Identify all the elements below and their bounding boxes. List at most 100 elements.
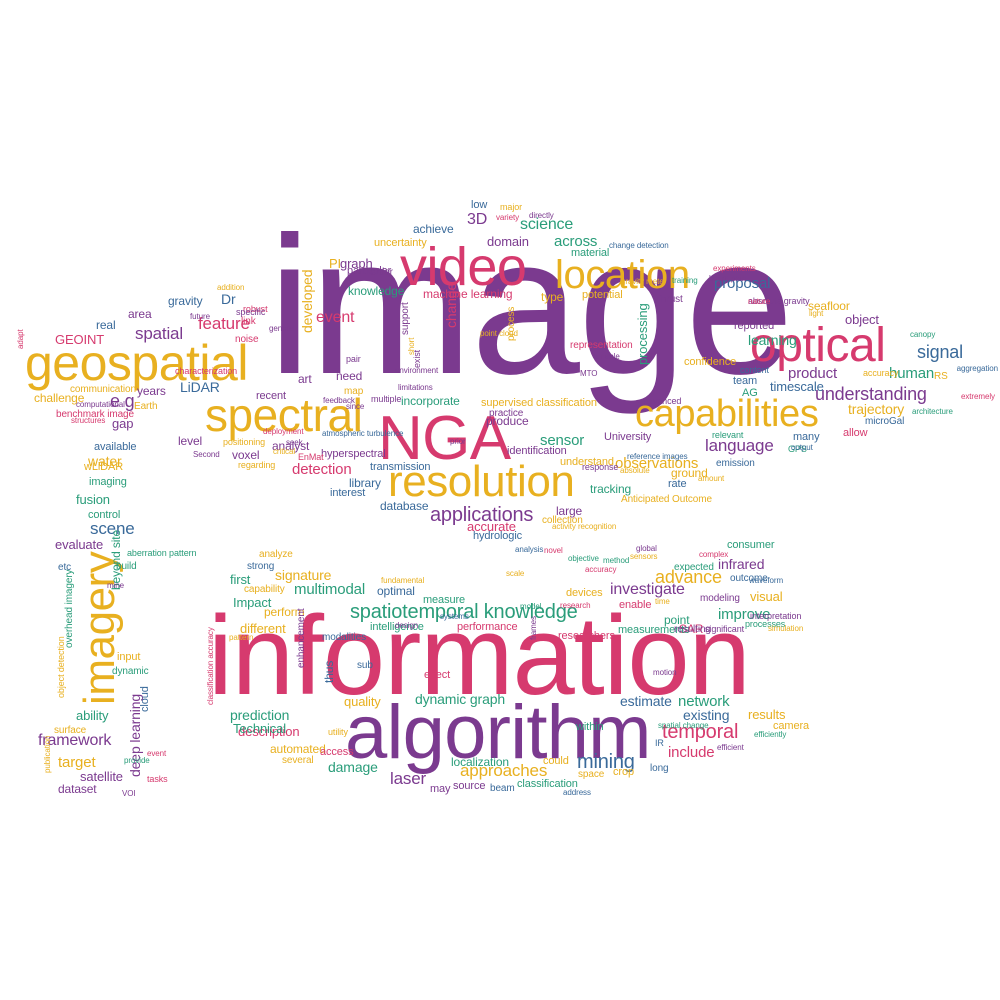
word-technical: Technical — [233, 721, 287, 736]
word-within: within — [576, 721, 604, 733]
word-ag: AG — [742, 387, 758, 399]
word-automated: automated — [270, 742, 326, 756]
word-method: method — [603, 556, 630, 565]
word-university: University — [604, 431, 652, 443]
word-mine: mine — [107, 581, 125, 590]
word-measurements: measurements — [618, 624, 690, 636]
word-classification-accuracy: classification accuracy — [206, 627, 215, 705]
word-effect: effect — [424, 669, 451, 681]
word-positioning: positioning — [223, 437, 266, 447]
word-absolute-gravity: absolute gravity — [748, 296, 810, 306]
word-frames: frames — [529, 616, 538, 640]
word-multimodal: multimodal — [294, 581, 366, 598]
word-database: database — [380, 499, 429, 513]
word-observations: observations — [615, 455, 699, 472]
word-gravity-meter: gravity meter — [621, 277, 667, 286]
word-supervised-classification: supervised classification — [481, 397, 597, 409]
word-optimal: optimal — [377, 584, 415, 598]
word-dr: Dr — [221, 291, 236, 307]
word-investigate: investigate — [610, 581, 685, 598]
word-global: global — [636, 544, 657, 553]
word-include: include — [668, 744, 715, 761]
word-accurate: accurate — [467, 519, 516, 534]
word-surface: surface — [54, 725, 87, 736]
word-gravity: gravity — [168, 294, 203, 308]
word-design: design — [395, 621, 419, 630]
word-location: location — [555, 253, 690, 297]
word-description: description — [238, 724, 300, 739]
word-science: science — [520, 216, 574, 233]
word-scene: scene — [90, 519, 135, 538]
word-order: order — [370, 267, 393, 278]
word-activity-recognition: activity recognition — [552, 522, 617, 531]
word-real: real — [96, 318, 116, 332]
word-different: different — [240, 621, 286, 636]
word-aggregation: aggregation — [956, 364, 998, 373]
word-training: training — [672, 276, 698, 285]
word-spectral: spectral — [205, 389, 363, 441]
word-recent: recent — [256, 390, 286, 402]
word-noise: noise — [235, 334, 259, 345]
word-prediction: prediction — [230, 707, 290, 723]
word-geoint: GEOINT — [55, 332, 105, 347]
word-access: access — [320, 746, 354, 758]
word-research: research — [560, 601, 591, 610]
word-understanding: understanding — [815, 384, 927, 404]
word-framework: framework — [38, 732, 112, 749]
word-processes: processes — [745, 619, 786, 629]
word-large: large — [556, 504, 583, 518]
word-allow: allow — [843, 427, 868, 439]
word-performance: performance — [457, 621, 518, 633]
word-capabilities: capabilities — [635, 393, 819, 435]
word-developed: developed — [299, 269, 315, 333]
word-waveform: waveform — [749, 576, 784, 585]
word-proposal: proposal — [714, 275, 771, 292]
word-benchmark-image: benchmark image — [56, 409, 134, 420]
word-robust: robust — [243, 304, 268, 314]
word-years: years — [137, 384, 166, 398]
word-seek: seek — [286, 438, 303, 447]
word-visual: visual — [750, 589, 783, 604]
word-beam: beam — [490, 783, 515, 794]
word-objective: objective — [568, 554, 599, 563]
word-feedback: feedback — [323, 396, 355, 405]
word-build: build — [116, 561, 137, 572]
word-change: change — [443, 282, 459, 328]
word-accuracy: accuracy — [863, 368, 899, 378]
word-efficient: efficient — [717, 743, 744, 752]
word-since: since — [346, 402, 365, 411]
word-support: support — [400, 302, 411, 335]
word-earth: Earth — [134, 401, 158, 412]
word-estimate: estimate — [620, 693, 672, 709]
word-signal: signal — [917, 342, 963, 362]
word-rs: RS — [934, 371, 948, 382]
word-imaging: imaging — [89, 476, 127, 488]
word-amount: amount — [698, 474, 725, 483]
word-multiple: multiple — [371, 394, 402, 404]
word-analysis: analysis — [515, 545, 544, 554]
word-knowledge: knowledge — [348, 284, 405, 298]
word-team: team — [733, 375, 758, 387]
word-point-cloud: point cloud — [480, 329, 518, 338]
word-practice: practice — [489, 408, 524, 419]
word-architecture: architecture — [912, 407, 953, 416]
word-video: video — [400, 237, 527, 297]
word-interest: interest — [330, 487, 366, 499]
word-voxel: voxel — [232, 448, 260, 462]
word-improve: improve — [718, 606, 771, 623]
word-modalities: modalities — [322, 632, 367, 643]
word-prior: prior — [450, 437, 466, 446]
word-ability: ability — [76, 708, 109, 723]
word-timescale: timescale — [770, 379, 824, 394]
word-source: source — [453, 780, 486, 792]
word-object: object — [845, 312, 879, 327]
word-processing: processing — [635, 303, 650, 365]
word-characterization: characterization — [175, 366, 238, 376]
word-localization: localization — [451, 755, 509, 769]
word-provide: provide — [124, 756, 150, 765]
word-network: network — [678, 693, 730, 710]
word-target: target — [58, 754, 96, 771]
word-across: across — [554, 233, 598, 250]
word-analyst: analyst — [272, 439, 310, 453]
word-measure: measure — [423, 594, 466, 606]
